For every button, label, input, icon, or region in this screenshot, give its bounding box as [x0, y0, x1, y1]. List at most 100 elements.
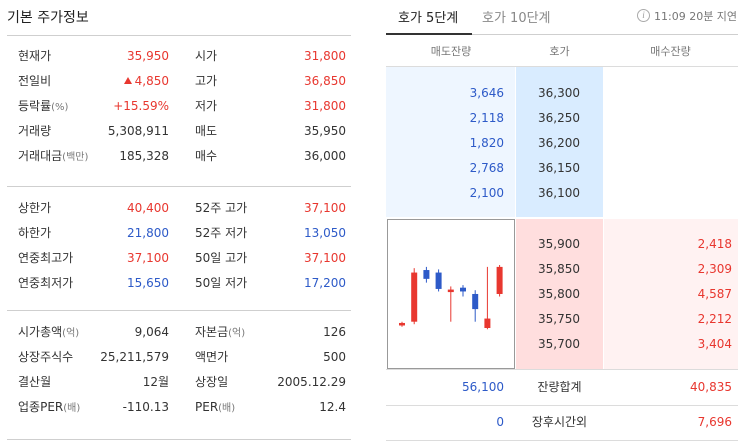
bid-price: 35,850	[538, 262, 580, 276]
info-row: 등락률(%) +15.59% 저가 31,800	[7, 94, 351, 119]
info-label: 매수	[195, 148, 217, 164]
info-row: 거래대금(백만) 185,328 매수 36,000	[7, 144, 351, 169]
info-value: 5,308,911	[108, 123, 169, 139]
info-label: 50일 저가	[195, 275, 247, 291]
mini-candle-chart	[387, 219, 515, 369]
info-value-text: -110.13	[122, 400, 169, 414]
info-label-text: 매수	[195, 149, 218, 163]
info-label-text: 시가총액	[18, 325, 63, 339]
summary-label: 잔량합계	[537, 380, 582, 394]
info-value: 37,100	[304, 201, 346, 215]
info-label-text: PER	[195, 400, 219, 414]
info-value: 31,800	[304, 49, 346, 63]
info-label-text: 하한가	[18, 226, 52, 240]
info-value: 12월	[143, 374, 169, 390]
active-tab-indicator	[386, 33, 472, 35]
ask-row[interactable]: 1,820 36,200	[386, 131, 738, 155]
summary-row: 56,100 잔량합계 40,835	[386, 372, 738, 402]
info-row: 결산월 12월 상장일 2005.12.29	[7, 370, 351, 395]
info-label-text: 전일비	[18, 74, 52, 88]
bid-row[interactable]: 35,700 3,404	[386, 332, 738, 356]
candle-body	[423, 270, 430, 279]
ask-qty: 1,820	[469, 136, 504, 150]
ask-price: 36,300	[538, 86, 580, 100]
info-value: 12.4	[319, 400, 346, 414]
tab-5-levels[interactable]: 호가 5단계	[398, 11, 459, 26]
info-value: 500	[323, 350, 346, 364]
info-value: 15,650	[127, 275, 169, 291]
bid-price: 35,700	[538, 337, 580, 351]
info-label-text: 고가	[195, 74, 218, 88]
info-label-text: 연중최고가	[18, 251, 74, 265]
ask-row[interactable]: 2,100 36,100	[386, 181, 738, 205]
section-divider	[7, 35, 351, 36]
info-value-text: +15.59%	[113, 99, 169, 113]
summary-divider	[386, 405, 738, 406]
panel-title: 기본 주가정보	[7, 10, 89, 26]
ask-row[interactable]: 2,768 36,150	[386, 156, 738, 180]
order-book-panel: 호가 5단계 호가 10단계 i 11:09 20분 지연 매도잔량 호가 매수…	[386, 0, 738, 448]
ask-qty-area	[386, 67, 515, 217]
info-label-text: 매도	[195, 124, 218, 138]
ask-qty: 3,646	[469, 86, 504, 100]
ask-price-area	[516, 67, 603, 217]
info-value-text: 5,308,911	[107, 124, 169, 138]
ask-qty: 2,118	[469, 111, 504, 125]
ask-qty: 2,100	[469, 186, 504, 200]
info-label: 고가	[195, 73, 217, 89]
bid-row[interactable]: 35,850 2,309	[386, 257, 738, 281]
info-value: 36,850	[304, 74, 346, 88]
info-label: 시가총액(억)	[18, 324, 79, 342]
candle-body	[460, 287, 466, 292]
bid-qty: 2,309	[697, 262, 732, 276]
info-row: 현재가 35,950 시가 31,800	[7, 44, 351, 69]
ask-price: 36,150	[538, 161, 580, 175]
tab-10-levels[interactable]: 호가 10단계	[482, 11, 551, 26]
summary-label: 장후시간외	[531, 415, 588, 429]
up-triangle-icon	[123, 77, 132, 84]
info-value: 37,100	[127, 250, 169, 266]
info-value: 13,050	[304, 226, 346, 240]
info-label: 50일 고가	[195, 250, 247, 266]
info-label-text: 업종PER	[18, 400, 64, 414]
section-divider	[7, 186, 351, 187]
info-label: 거래량	[18, 123, 51, 139]
header-sell-qty: 매도잔량	[430, 45, 472, 58]
info-value: 37,100	[304, 251, 346, 265]
delay-status: 11:09 20분 지연	[654, 10, 738, 23]
candle-body	[447, 289, 454, 293]
info-value-text: 12월	[142, 375, 169, 389]
info-value: 35,950	[304, 124, 346, 138]
info-row: 업종PER(배) -110.13 PER(배) 12.4	[7, 395, 351, 420]
info-value: 4,850	[123, 73, 169, 89]
info-label-text: 상장주식수	[18, 350, 74, 364]
info-unit: (%)	[51, 102, 69, 113]
info-row: 상한가 40,400 52주 고가 37,100	[7, 196, 351, 221]
info-label-text: 저가	[195, 99, 218, 113]
ask-row[interactable]: 2,118 36,250	[386, 106, 738, 130]
info-value: 31,800	[304, 99, 346, 113]
info-label: 52주 저가	[195, 225, 247, 241]
info-value: 185,328	[119, 148, 169, 164]
info-label-text: 50일 고가	[195, 251, 248, 265]
info-row: 전일비 4,850 고가 36,850	[7, 69, 351, 94]
info-icon[interactable]: i	[637, 9, 650, 22]
bid-price-area	[516, 219, 603, 369]
info-label: 상한가	[18, 200, 51, 216]
summary-sell-qty: 56,100	[462, 380, 504, 394]
info-label: 전일비	[18, 73, 51, 89]
info-label-text: 거래대금	[18, 149, 63, 163]
info-label: 매도	[195, 123, 217, 139]
bid-row[interactable]: 35,800 4,587	[386, 282, 738, 306]
info-label-text: 현재가	[18, 49, 52, 63]
info-label: 업종PER(배)	[18, 399, 80, 417]
bid-row[interactable]: 35,750 2,212	[386, 307, 738, 331]
ask-row[interactable]: 3,646 36,300	[386, 81, 738, 105]
info-label: 자본금(억)	[195, 324, 245, 342]
ask-price: 36,250	[538, 111, 580, 125]
summary-divider	[386, 369, 738, 370]
summary-row: 0 장후시간외 7,696	[386, 407, 738, 437]
info-label: 상장주식수	[18, 349, 73, 365]
bid-row[interactable]: 35,900 2,418	[386, 232, 738, 256]
summary-divider	[386, 440, 738, 441]
